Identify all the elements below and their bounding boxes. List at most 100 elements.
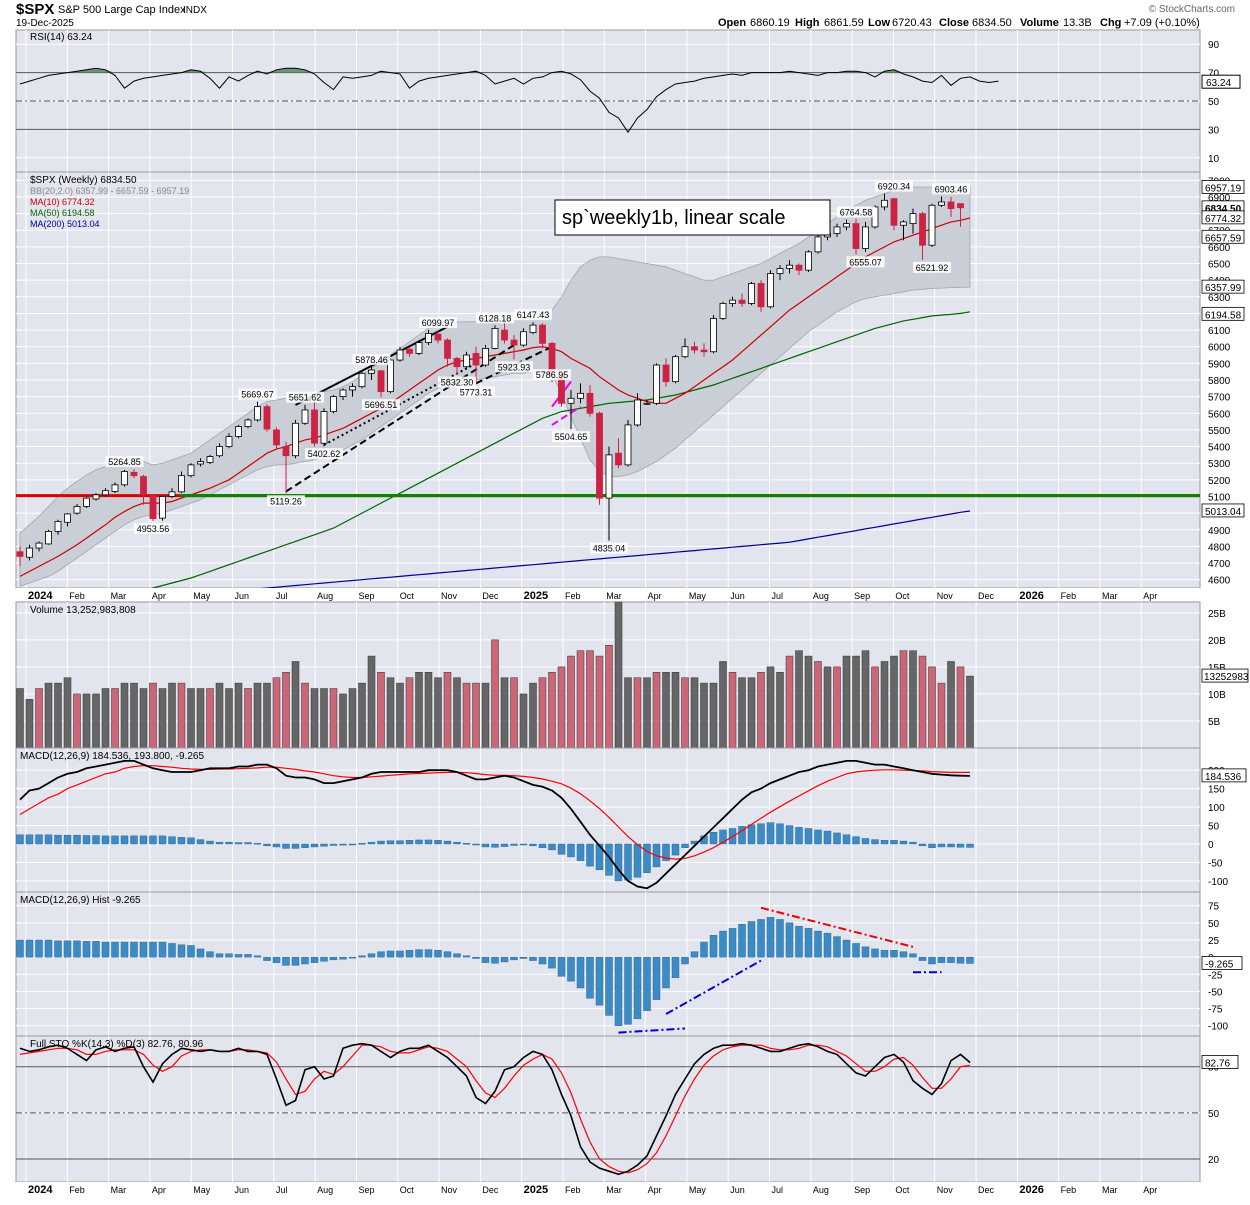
- candle-body: [121, 471, 128, 486]
- macd-histogram-bar: [937, 956, 946, 963]
- macd-hist-bar: [842, 834, 851, 845]
- month-label: Mar: [111, 1185, 127, 1195]
- legend-ma200: MA(200) 5013.04: [30, 219, 100, 229]
- macd-histogram-bar: [576, 956, 585, 989]
- candle-body: [16, 551, 24, 557]
- candle-body: [339, 389, 347, 398]
- rsi-last-box: [1201, 74, 1241, 89]
- annotation-background: [134, 522, 172, 534]
- candle-body: [301, 409, 309, 424]
- volume-bar: [624, 677, 632, 749]
- macdh-tick-label: -25: [1208, 970, 1223, 981]
- macd-hist-bar: [73, 834, 81, 845]
- macd-hist-bar: [187, 837, 195, 845]
- volume-bar: [234, 682, 243, 749]
- candle-body: [178, 475, 185, 493]
- macd-histogram-bar: [225, 953, 233, 958]
- candle-body: [292, 422, 299, 457]
- month-label: Oct: [400, 591, 415, 601]
- candle-body: [681, 346, 689, 358]
- volume-bar: [937, 682, 946, 749]
- candle-body: [463, 354, 470, 368]
- volume-bar: [947, 661, 955, 749]
- candle-body: [482, 347, 489, 366]
- macd-hist-bar: [510, 843, 518, 846]
- macd-histogram-bar: [671, 956, 680, 978]
- volume-bar: [111, 688, 119, 749]
- high-label: High: [795, 17, 820, 29]
- macd-hist-bar: [405, 840, 414, 845]
- macd-histogram-bar: [92, 941, 100, 958]
- macd-hist-bar: [358, 843, 366, 845]
- macd-hist-bar: [852, 836, 860, 845]
- macd-panel: -100-50050100150200MACD(12,26,9) 184.536…: [15, 747, 1247, 893]
- price-tick-label: 5800: [1208, 376, 1231, 387]
- macd-hist-bar: [909, 841, 917, 845]
- annotation-background: [932, 183, 970, 195]
- panels: 10 30 50 70 90 RSI(14) 63.24 63.24 4600 4700 4800…: [15, 29, 1249, 1196]
- macd-hist-bar: [396, 840, 404, 845]
- macd-histogram-bar: [149, 941, 157, 958]
- volume-bar: [301, 682, 309, 749]
- price-annotation: 4953.56: [137, 524, 170, 534]
- candle-body: [947, 201, 955, 210]
- price-right-label: 6774.32: [1205, 214, 1242, 225]
- volume-bar: [177, 682, 186, 749]
- price-annotation: 5504.65: [555, 432, 588, 442]
- month-label: Dec: [482, 591, 499, 601]
- macd-histogram-bar: [73, 940, 81, 958]
- volume-bar: [548, 672, 556, 749]
- volume-bar: [329, 688, 338, 749]
- stochastic-k-line: [19, 1042, 971, 1176]
- volume-tick-label: 5B: [1208, 717, 1221, 728]
- rsi-legend: RSI(14) 63.24: [30, 32, 93, 43]
- month-label: Dec: [978, 1185, 995, 1195]
- macd-tick-label: 50: [1208, 822, 1220, 833]
- volume-bar: [405, 677, 414, 749]
- macd-histogram-bar: [548, 956, 556, 969]
- chart-exchange: INDX: [183, 5, 207, 16]
- volume-bar: [434, 677, 442, 749]
- macd-histogram-bar: [320, 956, 328, 962]
- volume-bar: [928, 666, 936, 749]
- volume-bar: [263, 682, 271, 749]
- volume-bar: [510, 677, 518, 749]
- macd-histogram-bar: [738, 924, 746, 958]
- ma50-line: [19, 311, 971, 614]
- macd-histogram-bar: [557, 956, 566, 977]
- annotation-background: [495, 361, 533, 373]
- month-label: 2024: [28, 1184, 53, 1196]
- macd-hist-bar: [662, 843, 670, 861]
- macd-hist-bar: [899, 840, 908, 845]
- price-right-label-box: [1201, 229, 1245, 244]
- candle-body: [738, 299, 746, 304]
- price-right-label-box: [1201, 279, 1245, 294]
- volume-bar: [605, 645, 613, 749]
- macd-histogram-bar: [852, 943, 860, 958]
- price-annotation: 5402.62: [308, 449, 341, 459]
- price-annotation: 5669.67: [241, 390, 274, 400]
- month-label: Nov: [441, 591, 458, 601]
- macd-histogram-bar: [168, 943, 176, 958]
- candle-body: [273, 429, 280, 446]
- macd-histogram-bar: [187, 945, 195, 958]
- annotation-background: [533, 369, 571, 381]
- candle-body: [282, 446, 290, 457]
- macd-hist-bar: [206, 840, 214, 845]
- candle-body: [662, 364, 670, 383]
- macd-histogram-bar: [918, 956, 927, 961]
- macd-histogram-bar: [462, 955, 471, 958]
- macd-hist-bar: [443, 840, 452, 845]
- macd-histogram-bar: [54, 940, 62, 958]
- close-value: 6834.50: [972, 17, 1012, 29]
- open-value: 6860.19: [750, 17, 790, 29]
- price-annotation: 6920.34: [878, 182, 911, 192]
- macd-histogram-bar: [529, 956, 537, 961]
- candle-body: [368, 369, 375, 374]
- divergence-trendline: [760, 906, 914, 948]
- price-trendline: [551, 405, 582, 426]
- macd-tick-label: 150: [1208, 785, 1225, 796]
- macd-hist-bar: [348, 843, 357, 846]
- macd-hist-bar: [804, 828, 813, 845]
- volume-bar: [890, 655, 898, 749]
